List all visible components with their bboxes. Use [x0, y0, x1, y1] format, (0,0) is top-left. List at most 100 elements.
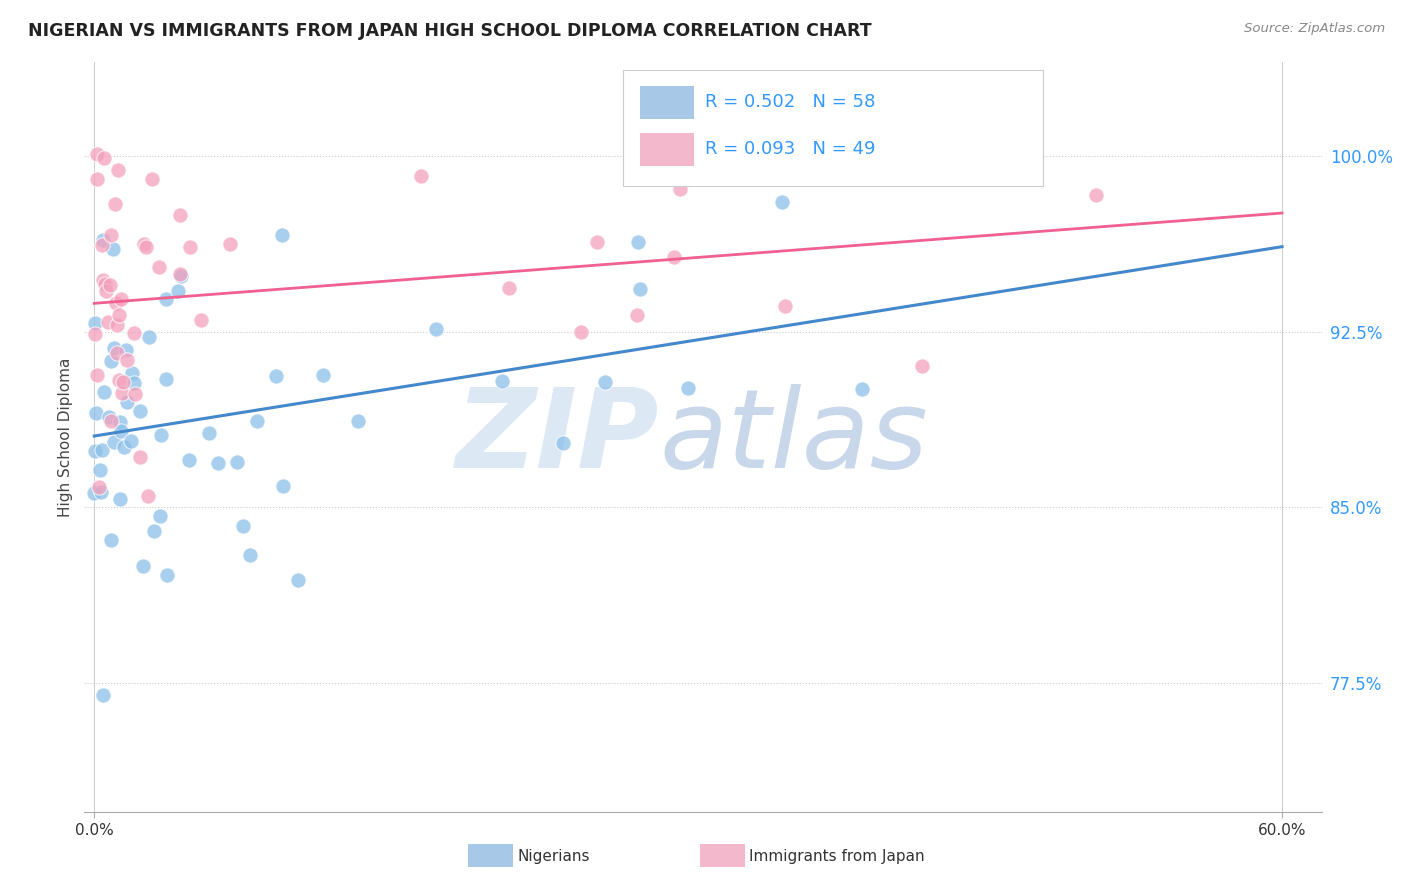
FancyBboxPatch shape: [640, 87, 695, 120]
Point: [83, 485, 105, 500]
Point: [115, 395, 138, 409]
Point: [100, 228, 122, 243]
Point: [103, 434, 125, 449]
Point: [90, 485, 112, 500]
Point: [149, 509, 172, 524]
Point: [770, 194, 793, 209]
FancyBboxPatch shape: [623, 70, 1043, 186]
Point: [347, 414, 370, 428]
Point: [553, 435, 575, 450]
Point: [491, 374, 513, 388]
Point: [93, 384, 115, 399]
Point: [143, 524, 166, 539]
Point: [91, 238, 114, 252]
Point: [100, 533, 122, 547]
Point: [232, 518, 254, 533]
Point: [1085, 188, 1108, 202]
Point: [851, 382, 873, 396]
Point: [586, 235, 609, 249]
Point: [226, 455, 249, 469]
Point: [155, 567, 177, 582]
Point: [110, 292, 132, 306]
Point: [111, 385, 134, 400]
Point: [114, 343, 136, 358]
Point: [271, 479, 294, 493]
Point: [219, 236, 242, 251]
Point: [287, 573, 309, 587]
Point: [86, 172, 108, 186]
Point: [89, 480, 111, 494]
Point: [89, 463, 111, 477]
Point: [91, 688, 114, 702]
Point: [911, 359, 934, 374]
Point: [148, 260, 170, 275]
Point: [179, 240, 201, 254]
Point: [90, 443, 112, 458]
Point: [141, 172, 163, 186]
Point: [628, 281, 651, 295]
Point: [425, 322, 447, 336]
Point: [197, 425, 219, 440]
Point: [112, 441, 135, 455]
Point: [115, 352, 138, 367]
Point: [136, 489, 159, 503]
Point: [264, 368, 287, 383]
Point: [124, 387, 146, 401]
Text: Source: ZipAtlas.com: Source: ZipAtlas.com: [1244, 22, 1385, 36]
Text: ZIP: ZIP: [456, 384, 659, 491]
Point: [98, 410, 121, 425]
Point: [120, 434, 142, 448]
Point: [104, 197, 127, 211]
Point: [129, 404, 152, 418]
Point: [167, 284, 190, 298]
Point: [84, 444, 107, 458]
Point: [84, 316, 107, 330]
Text: NIGERIAN VS IMMIGRANTS FROM JAPAN HIGH SCHOOL DIPLOMA CORRELATION CHART: NIGERIAN VS IMMIGRANTS FROM JAPAN HIGH S…: [28, 22, 872, 40]
Point: [122, 376, 145, 390]
Text: R = 0.093   N = 49: R = 0.093 N = 49: [706, 140, 876, 158]
Point: [91, 233, 114, 247]
Point: [676, 381, 699, 395]
Text: Nigerians: Nigerians: [517, 849, 591, 863]
Point: [108, 415, 131, 429]
Point: [312, 368, 335, 382]
Point: [169, 208, 191, 222]
Point: [84, 406, 107, 420]
Point: [108, 492, 131, 507]
Point: [138, 330, 160, 344]
Point: [93, 151, 115, 165]
Point: [155, 293, 177, 307]
Point: [96, 284, 118, 298]
Point: [626, 308, 648, 322]
Point: [135, 240, 157, 254]
Point: [155, 372, 177, 386]
Point: [107, 163, 129, 178]
Point: [129, 450, 152, 465]
Point: [177, 453, 200, 467]
Point: [111, 375, 134, 389]
Point: [105, 318, 128, 333]
Point: [409, 169, 432, 183]
Point: [121, 366, 143, 380]
Point: [662, 251, 685, 265]
Point: [108, 373, 131, 387]
Point: [100, 353, 122, 368]
Point: [110, 424, 132, 438]
Point: [668, 182, 690, 196]
Point: [593, 375, 616, 389]
Point: [207, 456, 229, 470]
Point: [91, 273, 114, 287]
Point: [132, 559, 155, 574]
Y-axis label: High School Diploma: High School Diploma: [58, 358, 73, 516]
Text: Immigrants from Japan: Immigrants from Japan: [749, 849, 925, 863]
Point: [169, 268, 191, 283]
Point: [105, 346, 128, 360]
Point: [627, 235, 650, 249]
Point: [104, 296, 127, 310]
Point: [100, 278, 122, 293]
Point: [100, 414, 122, 428]
Point: [569, 325, 592, 339]
Point: [239, 549, 262, 563]
Point: [246, 414, 269, 428]
Point: [270, 227, 292, 242]
